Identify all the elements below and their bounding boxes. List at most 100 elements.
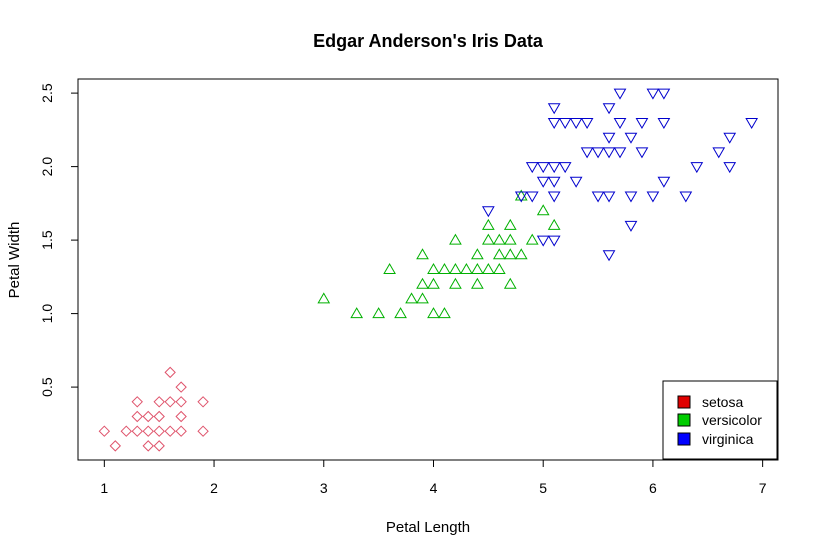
virginica-point xyxy=(723,162,737,174)
setosa-point xyxy=(142,410,154,423)
versicolor-point xyxy=(492,248,506,260)
versicolor-point xyxy=(536,204,550,216)
versicolor-point xyxy=(481,263,495,274)
virginica-point xyxy=(657,88,671,100)
x-tick-label: 4 xyxy=(430,480,438,496)
versicolor-point xyxy=(471,248,484,260)
virginica-point xyxy=(657,118,671,130)
setosa-point xyxy=(175,381,187,393)
setosa-point xyxy=(142,425,154,437)
virginica-point xyxy=(514,191,528,203)
setosa-point xyxy=(164,425,176,437)
setosa-point xyxy=(131,410,143,423)
virginica-point xyxy=(558,162,572,174)
versicolor-point xyxy=(427,307,440,319)
versicolor-point xyxy=(416,292,429,304)
setosa-point xyxy=(153,425,165,437)
legend-swatch-setosa xyxy=(677,395,691,409)
virginica-point xyxy=(613,147,627,159)
versicolor-point xyxy=(438,263,451,274)
setosa-point xyxy=(175,396,187,408)
y-tick-label: 1.0 xyxy=(39,304,55,324)
versicolor-point xyxy=(350,307,364,319)
versicolor-point xyxy=(460,263,473,274)
versicolor-point xyxy=(372,307,385,319)
virginica-point xyxy=(547,162,561,174)
virginica-point xyxy=(591,147,605,159)
versicolor-point xyxy=(503,218,517,230)
virginica-point xyxy=(558,118,572,130)
x-tick-label: 5 xyxy=(539,480,547,496)
versicolor-point xyxy=(492,263,506,274)
versicolor-point xyxy=(481,218,495,230)
y-tick-label: 1.5 xyxy=(39,230,55,250)
data-points xyxy=(98,88,759,452)
setosa-point xyxy=(153,440,165,452)
versicolor-point xyxy=(503,248,517,260)
x-axis: 1 2 3 4 5 6 7 xyxy=(100,459,767,496)
setosa-point xyxy=(197,425,209,437)
versicolor-point xyxy=(394,307,407,319)
virginica-point xyxy=(525,162,539,174)
versicolor-point xyxy=(427,277,440,289)
setosa-point xyxy=(98,425,111,437)
versicolor-point xyxy=(383,263,396,274)
virginica-point xyxy=(624,132,638,144)
virginica-point xyxy=(547,103,561,115)
versicolor-point xyxy=(449,233,462,245)
setosa-point xyxy=(164,366,176,379)
versicolor-point xyxy=(427,263,440,274)
legend-swatch-versicolor xyxy=(677,413,691,427)
virginica-point xyxy=(613,118,627,130)
versicolor-point xyxy=(471,277,484,289)
x-tick-label: 1 xyxy=(100,480,108,496)
setosa-point xyxy=(164,396,176,408)
virginica-point xyxy=(481,206,495,218)
virginica-point xyxy=(580,118,594,130)
setosa-point xyxy=(175,425,187,437)
setosa-point xyxy=(109,440,122,452)
virginica-point xyxy=(712,147,726,159)
legend-swatch-virginica xyxy=(677,432,691,446)
versicolor-point xyxy=(514,189,528,201)
virginica-point xyxy=(591,191,605,203)
virginica-point xyxy=(679,191,693,203)
legend-label-virginica: virginica xyxy=(702,431,754,447)
versicolor-point xyxy=(449,277,462,289)
series-versicolor xyxy=(317,189,561,319)
versicolor-point xyxy=(317,292,331,304)
legend: setosa versicolor virginica xyxy=(662,380,778,460)
versicolor-point xyxy=(503,277,517,289)
x-axis-label: Petal Length xyxy=(386,519,470,536)
x-tick-label: 6 xyxy=(649,480,657,496)
y-axis-label: Petal Width xyxy=(6,222,23,299)
versicolor-point xyxy=(547,218,561,230)
legend-label-setosa: setosa xyxy=(702,394,743,410)
virginica-point xyxy=(536,176,550,188)
x-tick-label: 2 xyxy=(210,480,218,496)
virginica-point xyxy=(613,88,627,100)
virginica-point xyxy=(690,162,704,174)
versicolor-point xyxy=(449,263,462,274)
setosa-point xyxy=(175,410,187,423)
versicolor-point xyxy=(416,248,429,260)
versicolor-point xyxy=(416,277,429,289)
virginica-point xyxy=(525,191,539,203)
versicolor-point xyxy=(438,307,451,319)
versicolor-point xyxy=(405,292,418,304)
y-tick-label: 2.0 xyxy=(39,157,55,177)
virginica-point xyxy=(580,147,594,159)
series-virginica xyxy=(481,88,759,262)
setosa-point xyxy=(120,425,132,437)
series-setosa xyxy=(98,366,209,452)
y-tick-label: 0.5 xyxy=(39,377,55,397)
virginica-point xyxy=(602,132,616,144)
virginica-point xyxy=(635,118,649,130)
x-tick-label: 3 xyxy=(320,480,328,496)
virginica-point xyxy=(569,176,583,188)
virginica-point xyxy=(536,162,550,174)
y-axis: 0.5 1.0 1.5 2.0 2.5 xyxy=(39,83,79,397)
setosa-point xyxy=(197,396,209,408)
virginica-point xyxy=(624,220,638,232)
versicolor-point xyxy=(503,233,517,245)
